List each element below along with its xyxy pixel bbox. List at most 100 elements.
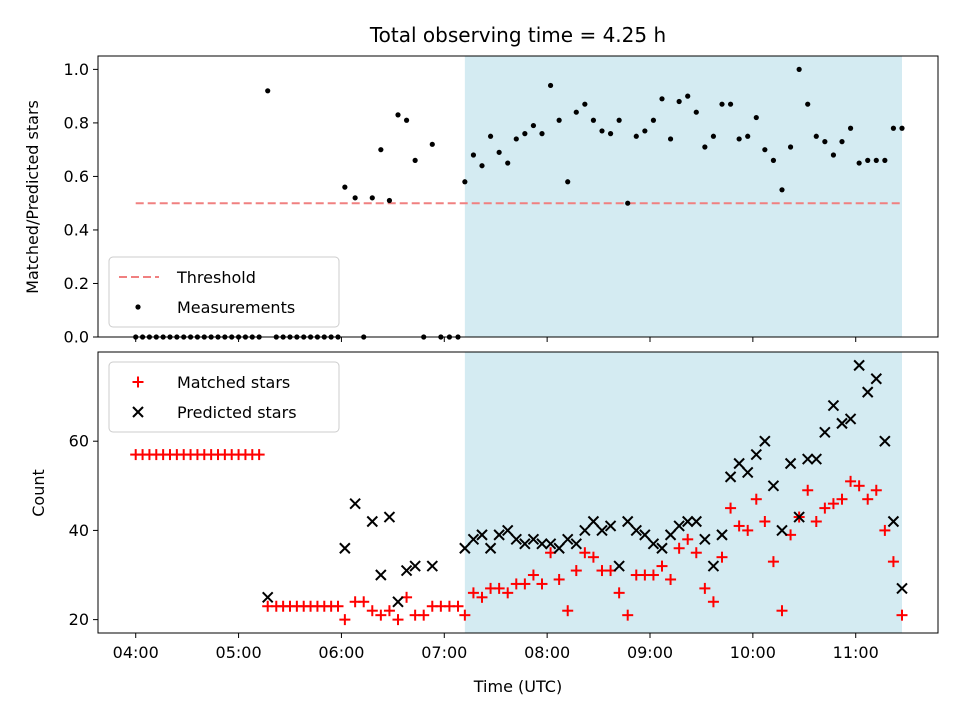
data-point — [349, 497, 361, 510]
data-point — [493, 529, 505, 541]
data-point — [395, 112, 401, 118]
data-point — [582, 101, 588, 107]
data-point — [536, 578, 548, 590]
data-point — [690, 547, 702, 559]
data-point — [899, 125, 905, 131]
data-point — [400, 564, 413, 577]
series-predicted-stars — [262, 359, 908, 608]
data-point — [647, 538, 660, 550]
data-point — [633, 133, 639, 139]
data-point — [716, 529, 728, 541]
data-point — [553, 542, 565, 554]
data-point — [719, 101, 725, 107]
data-point — [767, 556, 779, 568]
data-point — [827, 399, 840, 412]
data-point — [596, 524, 608, 537]
data-point — [847, 125, 854, 131]
data-point — [459, 609, 471, 621]
data-point — [253, 449, 265, 461]
data-point — [856, 160, 862, 166]
data-point — [502, 587, 514, 599]
y-tick-label: 40 — [69, 521, 89, 540]
data-point — [656, 542, 668, 554]
data-point — [452, 600, 464, 612]
x-tick-label: 04:00 — [113, 643, 159, 662]
data-point — [862, 493, 874, 505]
data-point — [796, 66, 802, 72]
data-point — [418, 609, 430, 621]
data-point — [375, 609, 387, 621]
data-point — [625, 200, 631, 206]
chart-title: Total observing time = 4.25 h — [369, 23, 666, 47]
data-point — [707, 560, 720, 572]
data-point — [386, 197, 393, 204]
y-tick-label: 20 — [69, 610, 89, 629]
observing-span — [464, 352, 902, 633]
data-point — [339, 542, 351, 554]
data-point — [352, 195, 358, 201]
data-point — [358, 596, 370, 608]
data-point — [890, 125, 897, 131]
data-point — [579, 547, 591, 559]
legend-label: Matched stars — [177, 373, 290, 392]
data-point — [805, 101, 811, 107]
data-point — [392, 614, 404, 626]
data-point — [366, 605, 378, 617]
data-point — [412, 157, 418, 163]
data-point — [667, 136, 674, 142]
data-point — [882, 157, 888, 163]
data-point — [650, 117, 657, 123]
y-tick-label: 0.2 — [64, 274, 89, 293]
data-point — [562, 605, 574, 617]
data-point — [659, 96, 665, 102]
data-point — [664, 529, 677, 541]
data-point — [647, 569, 659, 581]
data-point — [476, 529, 488, 541]
y-tick-label: 1.0 — [64, 60, 89, 79]
data-point — [403, 117, 410, 123]
legend-label: Threshold — [176, 268, 256, 287]
data-point — [487, 133, 494, 139]
data-point — [656, 560, 668, 572]
plot-frame — [97, 55, 939, 338]
data-point — [845, 475, 857, 487]
data-point — [802, 453, 814, 465]
data-point — [587, 551, 599, 563]
data-point — [579, 524, 591, 537]
data-point — [693, 109, 699, 115]
data-point — [510, 533, 522, 546]
data-point — [426, 560, 438, 572]
data-point — [383, 605, 395, 617]
data-point — [745, 133, 751, 139]
panel-count: 20 40 60 04:00 05:00 06:00 07:00 08:00 09:00 10:0… — [69, 351, 939, 662]
data-point — [822, 139, 828, 145]
data-point — [724, 471, 737, 483]
data-point — [753, 114, 759, 121]
data-point — [685, 93, 691, 99]
data-point — [879, 435, 891, 447]
data-point — [604, 520, 617, 532]
series-matched-stars — [130, 449, 908, 626]
data-point — [810, 453, 822, 465]
data-point — [622, 609, 634, 621]
data-point — [673, 542, 685, 554]
data-point — [750, 448, 762, 461]
legend-swatch — [135, 304, 141, 310]
data-point — [716, 551, 728, 563]
data-point — [853, 480, 865, 492]
data-point — [613, 587, 625, 599]
data-point — [607, 131, 614, 137]
data-point — [562, 533, 574, 546]
data-point — [896, 609, 908, 621]
x-tick-label: 11:00 — [833, 643, 879, 662]
data-point — [429, 141, 435, 147]
data-point — [725, 502, 737, 514]
data-point — [736, 136, 742, 142]
legend-swatch — [132, 376, 144, 388]
y-axis-label-count: Count — [29, 469, 48, 517]
data-point — [378, 147, 384, 153]
data-point — [887, 515, 900, 528]
data-point — [887, 556, 899, 568]
data-point — [727, 101, 734, 107]
